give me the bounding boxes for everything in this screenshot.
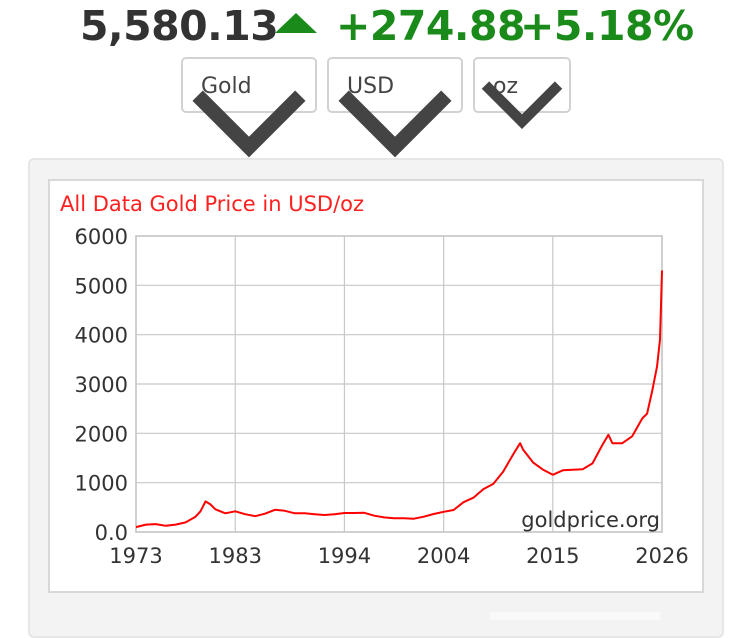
y-tick-label: 5000 bbox=[75, 274, 128, 298]
y-tick-label: 3000 bbox=[75, 373, 128, 397]
x-tick-label: 1994 bbox=[318, 544, 371, 568]
x-axis-ticks: 1973 1983 1994 2004 2015 2026 bbox=[109, 544, 688, 568]
y-tick-label: 2000 bbox=[75, 422, 128, 446]
y-tick-label: 1000 bbox=[75, 472, 128, 496]
currency-select[interactable]: USD bbox=[327, 57, 463, 158]
metal-select-value: Gold bbox=[201, 74, 252, 99]
y-tick-label: 6000 bbox=[75, 225, 128, 249]
chart-title: All Data Gold Price in USD/oz bbox=[60, 192, 364, 216]
chart-grid bbox=[135, 235, 663, 533]
y-axis-ticks: 0.0 1000 2000 3000 4000 5000 6000 bbox=[75, 225, 128, 545]
quote-header: 5,580.13 +274.88 +5.18% bbox=[0, 0, 752, 52]
x-tick-label: 2015 bbox=[526, 544, 579, 568]
metal-select[interactable]: Gold bbox=[181, 57, 317, 158]
y-tick-label: 4000 bbox=[75, 324, 128, 348]
chevron-down-icon bbox=[481, 81, 563, 130]
x-tick-label: 1973 bbox=[109, 544, 162, 568]
triangle-up-icon bbox=[275, 13, 317, 33]
x-tick-label: 2004 bbox=[417, 544, 470, 568]
chevron-down-icon bbox=[192, 90, 306, 158]
next-section-edge bbox=[490, 612, 660, 620]
chevron-down-icon bbox=[338, 90, 452, 158]
price-series bbox=[135, 270, 663, 529]
price-change-percent: +5.18% bbox=[520, 2, 694, 50]
price-line bbox=[135, 270, 663, 529]
x-tick-label: 1983 bbox=[209, 544, 262, 568]
currency-select-value: USD bbox=[347, 74, 395, 99]
x-tick-label: 2026 bbox=[635, 544, 688, 568]
price-change: +274.88 bbox=[336, 2, 526, 50]
unit-select[interactable]: oz bbox=[473, 57, 571, 130]
chart-watermark: goldprice.org bbox=[521, 508, 660, 532]
y-tick-label: 0.0 bbox=[95, 521, 128, 545]
gold-price-chart: All Data Gold Price in USD/oz 0.0 1000 200… bbox=[60, 192, 689, 568]
unit-select-value: oz bbox=[493, 74, 519, 99]
current-price: 5,580.13 bbox=[80, 2, 279, 50]
